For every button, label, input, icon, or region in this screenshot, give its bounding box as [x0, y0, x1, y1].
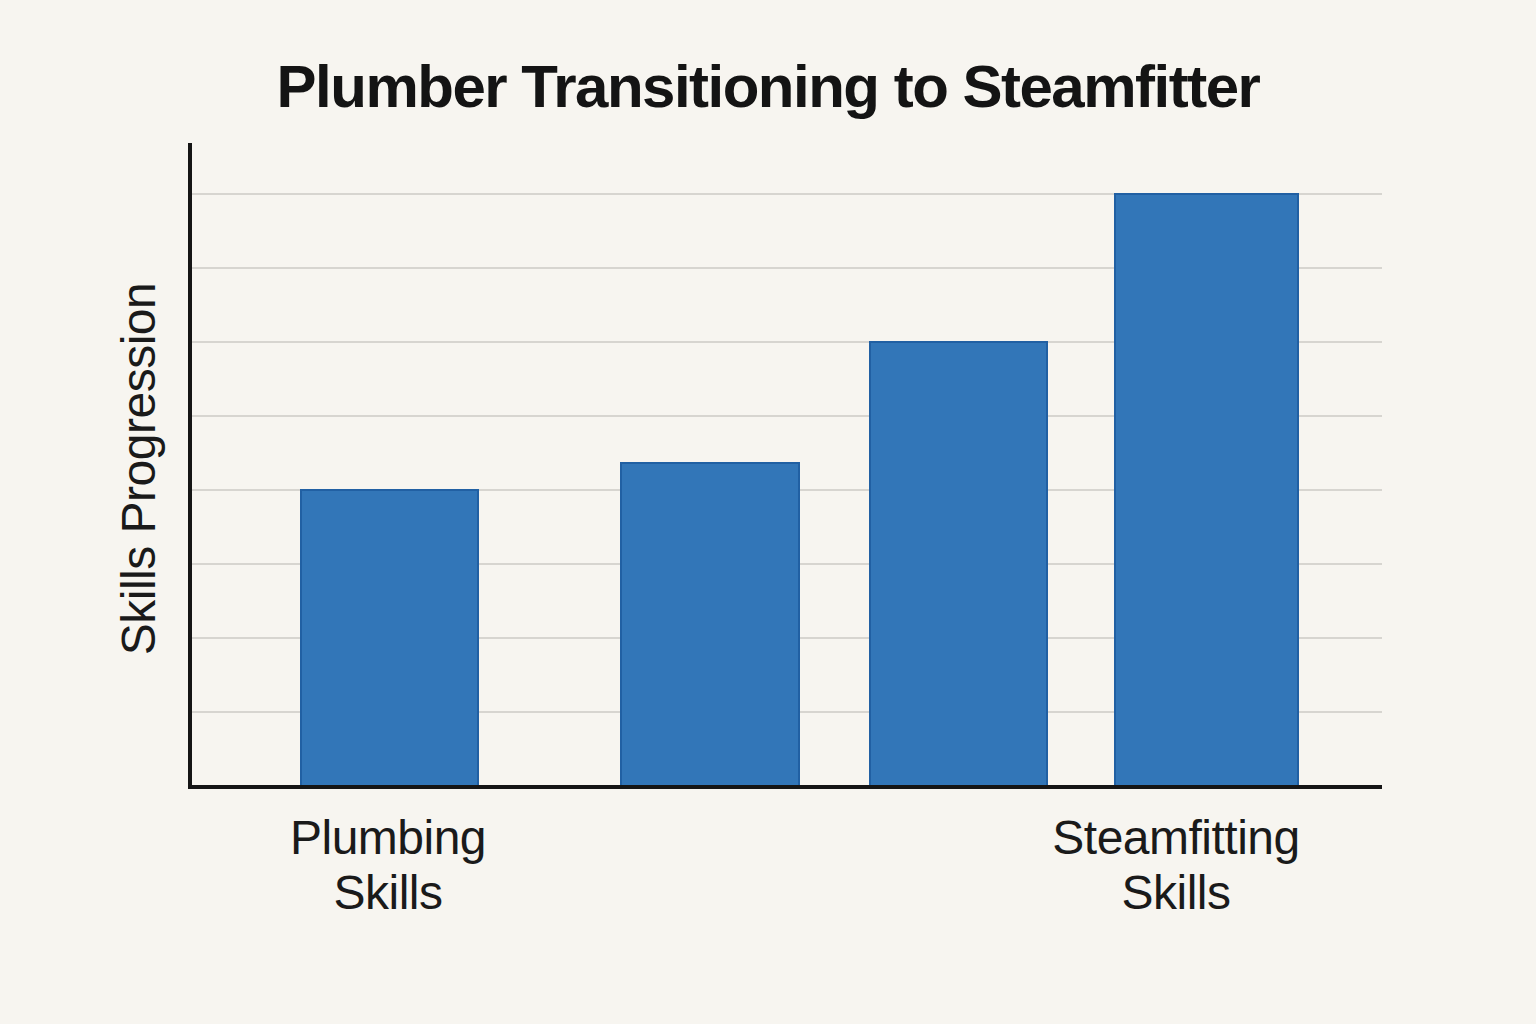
x-tick-label-1: Plumbing Skills: [290, 810, 486, 920]
x-tick-label-2: Steamfitting Skills: [1052, 810, 1299, 920]
bar-3: [869, 341, 1048, 785]
bar-2: [620, 462, 800, 785]
plot-area: [188, 143, 1382, 789]
bar-4: [1114, 193, 1299, 785]
y-axis-label: Skills Progression: [111, 283, 166, 655]
chart-title: Plumber Transitioning to Steamfitter: [0, 52, 1536, 121]
bar-1: [300, 489, 479, 785]
